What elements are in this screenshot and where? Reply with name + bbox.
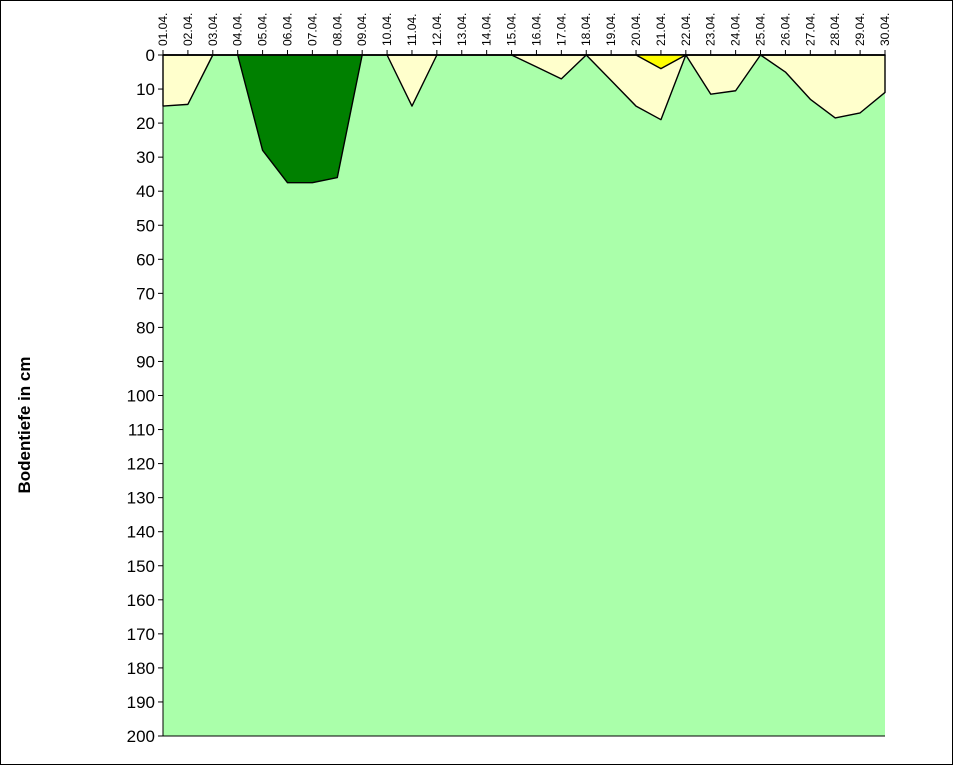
y-tick-label: 20 (136, 114, 155, 133)
y-tick-label: 100 (127, 387, 155, 406)
x-tick-label: 16.04. (529, 13, 543, 46)
x-tick-label: 18.04. (579, 13, 593, 46)
y-tick-label: 60 (136, 250, 155, 269)
x-tick-label: 03.04. (206, 13, 220, 46)
y-tick-label: 190 (127, 693, 155, 712)
x-tick-label: 06.04. (280, 13, 294, 46)
x-tick-label: 17.04. (554, 13, 568, 46)
y-tick-label: 30 (136, 148, 155, 167)
x-tick-label: 19.04. (604, 13, 618, 46)
x-tick-label: 15.04. (505, 13, 519, 46)
y-tick-label: 120 (127, 455, 155, 474)
y-axis-title: Bodentiefe in cm (15, 357, 34, 494)
x-tick-label: 21.04. (654, 13, 668, 46)
y-tick-label: 40 (136, 182, 155, 201)
y-tick-label: 130 (127, 489, 155, 508)
y-tick-label: 140 (127, 523, 155, 542)
x-tick-label: 13.04. (455, 13, 469, 46)
x-tick-label: 27.04. (803, 13, 817, 46)
x-tick-label: 28.04. (828, 13, 842, 46)
x-tick-label: 30.04. (878, 13, 892, 46)
x-tick-label: 08.04. (330, 13, 344, 46)
x-tick-label: 22.04. (679, 13, 693, 46)
y-tick-label: 70 (136, 284, 155, 303)
x-axis-ticks: 01.04. 02.04. 03.04. 04.04. 05.04. 06.04. 07.0… (156, 13, 892, 55)
y-tick-label: 160 (127, 591, 155, 610)
y-tick-label: 0 (146, 46, 155, 65)
x-tick-label: 23.04. (704, 13, 718, 46)
x-tick-label: 24.04. (729, 13, 743, 46)
y-tick-label: 80 (136, 318, 155, 337)
y-tick-label: 180 (127, 659, 155, 678)
y-tick-label: 200 (127, 727, 155, 746)
x-tick-label: 01.04. (156, 13, 170, 46)
x-tick-label: 11.04. (405, 14, 419, 46)
x-tick-label: 10.04. (380, 13, 394, 46)
x-tick-label: 09.04. (355, 13, 369, 46)
x-tick-label: 05.04. (256, 13, 270, 46)
y-tick-label: 170 (127, 625, 155, 644)
x-tick-label: 12.04. (430, 13, 444, 46)
plot-area (162, 54, 886, 737)
y-tick-label: 90 (136, 352, 155, 371)
y-axis-ticks: 0 10 20 30 40 50 60 70 80 90 100 110 120 130 140 150 160… (127, 46, 163, 746)
y-tick-label: 10 (136, 80, 155, 99)
x-tick-label: 04.04. (231, 13, 245, 46)
x-tick-label: 25.04. (754, 13, 768, 46)
x-tick-label: 26.04. (778, 13, 792, 46)
x-tick-label: 07.04. (305, 13, 319, 46)
x-tick-label: 14.04. (480, 13, 494, 46)
x-tick-label: 20.04. (629, 13, 643, 46)
x-tick-label: 02.04. (181, 13, 195, 46)
y-tick-label: 150 (127, 557, 155, 576)
y-tick-label: 50 (136, 216, 155, 235)
y-tick-label: 110 (128, 421, 155, 440)
x-tick-label: 29.04. (853, 13, 867, 46)
